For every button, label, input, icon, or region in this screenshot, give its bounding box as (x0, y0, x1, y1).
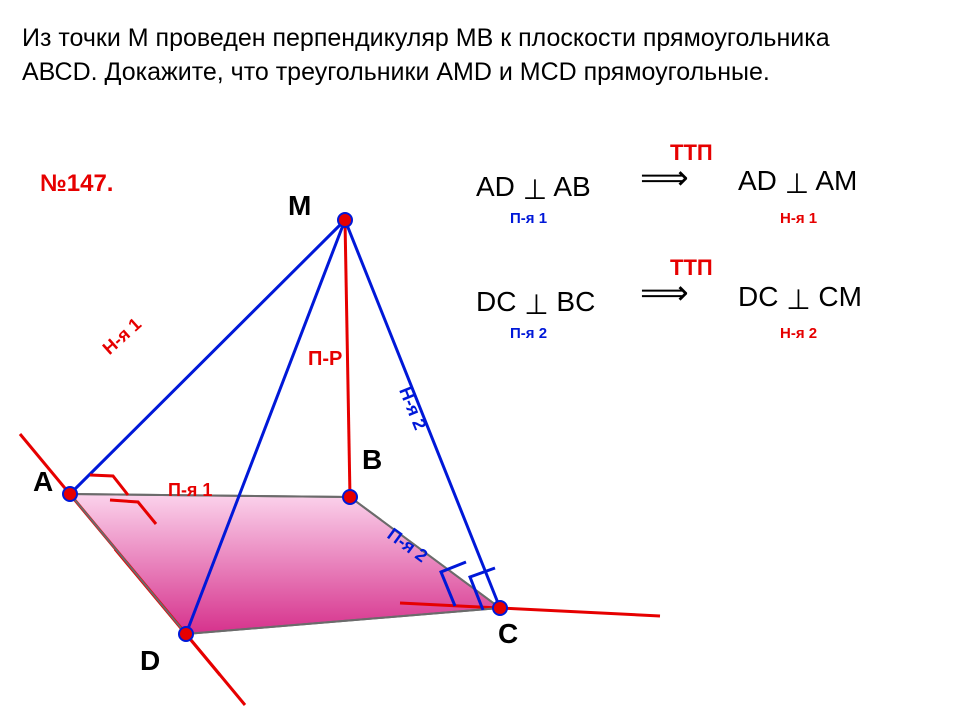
stage: Из точки М проведен перпендикуляр МВ к п… (0, 0, 960, 720)
edge-p1: П-я 1 (168, 480, 212, 501)
point-M (338, 213, 352, 227)
diagram-svg (0, 0, 960, 720)
edge-pr: П-Р (308, 348, 342, 371)
point-D (179, 627, 193, 641)
label-D: D (140, 645, 160, 677)
label-B: B (362, 444, 382, 476)
label-A: A (33, 466, 53, 498)
label-M: M (288, 190, 311, 222)
label-C: C (498, 618, 518, 650)
point-C (493, 601, 507, 615)
point-B (343, 490, 357, 504)
ra-marker-A1 (90, 475, 128, 495)
line-MB (345, 220, 350, 497)
point-A (63, 487, 77, 501)
